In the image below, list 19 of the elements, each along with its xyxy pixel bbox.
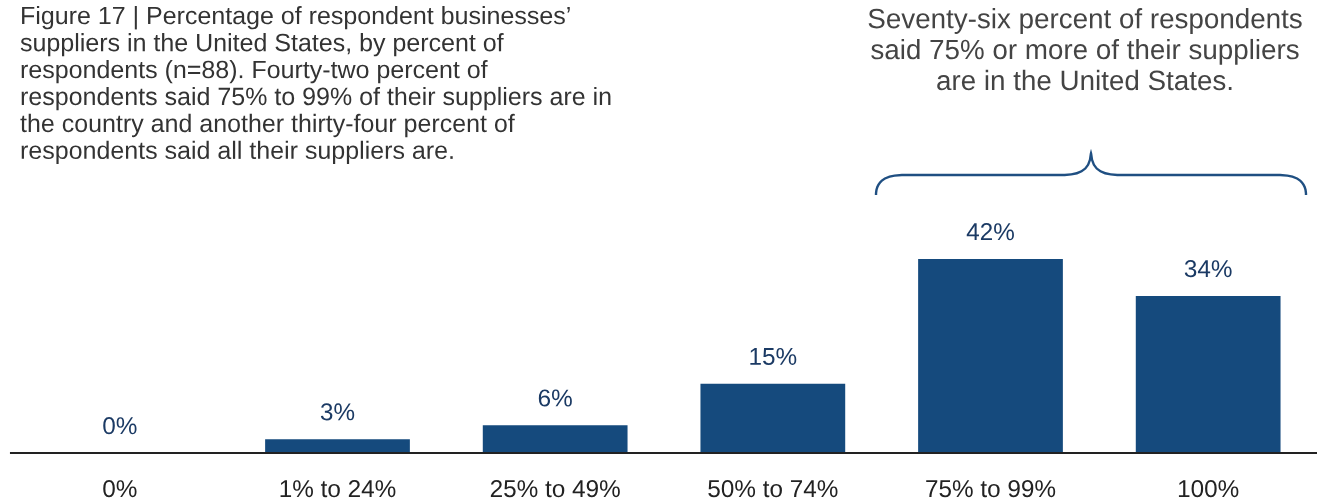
bar xyxy=(700,383,846,453)
data-label: 0% xyxy=(103,417,137,435)
x-tick-label: 0% xyxy=(103,480,137,498)
data-label: 34% xyxy=(1184,260,1232,278)
data-label: 42% xyxy=(966,223,1014,241)
bar xyxy=(1135,295,1281,453)
chart-title: Figure 17 | Percentage of respondent businesses’ suppliers in the United States, by percent of respondents (n=88). Fourty-two percent of respondents said 75% to 99% of their suppliers are in the country and another thirty-four percent of respondents said all their suppliers are. xyxy=(20,6,611,165)
x-tick-label: 25% to 49% xyxy=(490,480,620,498)
x-tick-label: 75% to 99% xyxy=(926,480,1056,498)
x-tick-label: 1% to 24% xyxy=(280,480,396,498)
data-label: 3% xyxy=(320,403,355,421)
data-label: 6% xyxy=(538,389,572,407)
x-tick-label: 100% xyxy=(1178,480,1239,498)
data-label: 15% xyxy=(750,347,797,366)
text: Seventy-six percent of respondents said 75% or more of their suppliers are in the United States. xyxy=(868,8,1302,91)
bar xyxy=(918,259,1063,453)
x-tick-label: 50% to 74% xyxy=(708,480,838,498)
bar xyxy=(265,439,410,453)
bar xyxy=(482,425,628,453)
